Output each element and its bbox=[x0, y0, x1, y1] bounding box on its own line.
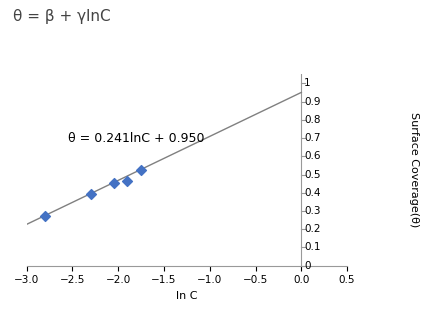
X-axis label: ln C: ln C bbox=[176, 291, 198, 301]
Text: 0.7: 0.7 bbox=[304, 133, 320, 143]
Point bbox=[41, 213, 49, 218]
Text: θ = β + γlnC: θ = β + γlnC bbox=[13, 9, 111, 24]
Text: 0.4: 0.4 bbox=[304, 188, 320, 198]
Text: 0.2: 0.2 bbox=[304, 224, 320, 234]
Text: 0.1: 0.1 bbox=[304, 243, 320, 252]
Text: θ = 0.241lnC + 0.950: θ = 0.241lnC + 0.950 bbox=[68, 132, 204, 145]
Text: Surface Coverage(θ): Surface Coverage(θ) bbox=[409, 112, 419, 227]
Point bbox=[138, 167, 145, 172]
Text: 0.8: 0.8 bbox=[304, 115, 320, 125]
Point bbox=[124, 178, 131, 183]
Text: 0: 0 bbox=[304, 261, 311, 271]
Text: 0.3: 0.3 bbox=[304, 206, 320, 216]
Point bbox=[110, 180, 117, 185]
Text: 1: 1 bbox=[304, 78, 311, 88]
Point bbox=[87, 191, 94, 196]
Text: 0.5: 0.5 bbox=[304, 170, 320, 180]
Text: 0.6: 0.6 bbox=[304, 151, 320, 161]
Text: 0.9: 0.9 bbox=[304, 96, 320, 107]
